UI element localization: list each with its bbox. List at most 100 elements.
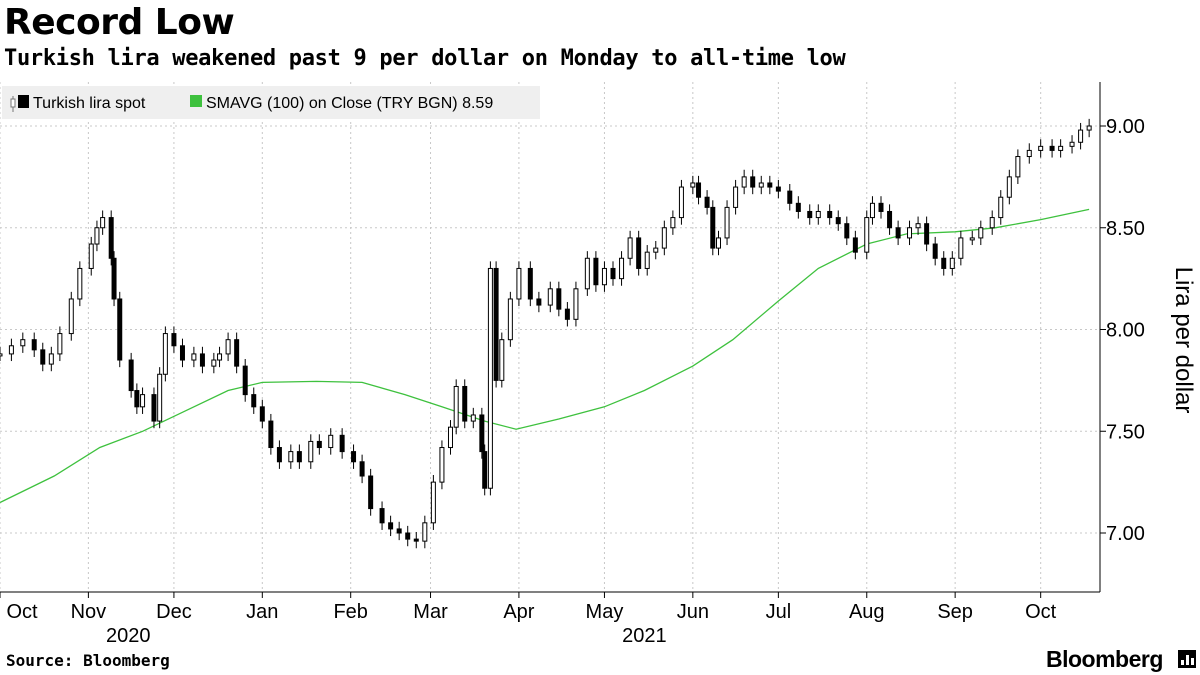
candle-body (516, 267, 522, 300)
spot-series (0, 118, 1092, 549)
candle-body (328, 434, 334, 449)
candle (807, 204, 813, 225)
candle-body (507, 298, 513, 341)
candle-body (678, 186, 684, 219)
candle-body (20, 339, 26, 347)
legend-candle-marker (10, 95, 29, 112)
candle-body (422, 522, 428, 542)
candle (422, 515, 428, 549)
candle-body (316, 440, 322, 449)
candle-body (758, 182, 764, 188)
candle-body (217, 353, 223, 361)
candle-body (48, 353, 54, 365)
candle (978, 220, 984, 246)
candle (1069, 135, 1075, 154)
x-tick-label: Apr (503, 601, 534, 623)
candle-body (556, 288, 562, 310)
candle-body (171, 333, 177, 347)
candle (710, 200, 716, 256)
candle (715, 230, 721, 256)
candle (1026, 143, 1032, 164)
candle-body (479, 414, 485, 453)
candle (593, 251, 599, 292)
candle (77, 261, 83, 307)
candle (179, 338, 185, 368)
candle (670, 210, 676, 235)
candle (724, 200, 730, 246)
candle-body (94, 227, 100, 245)
candle-body (690, 182, 696, 188)
candle-body (1038, 145, 1044, 151)
candle-body (864, 217, 870, 253)
year-label: 2020 (106, 625, 151, 647)
candle-body (482, 451, 488, 489)
candle-body (815, 210, 821, 219)
candle-body (308, 440, 314, 463)
candle (998, 190, 1004, 225)
candle (907, 220, 913, 246)
candle (627, 230, 633, 266)
candle-body (704, 196, 710, 208)
candle (57, 326, 63, 362)
candle-body (827, 210, 833, 219)
candle-body (368, 475, 374, 510)
candle (217, 346, 223, 368)
candle (487, 261, 493, 496)
candle-body (601, 267, 607, 286)
x-tick-label: Jan (246, 601, 278, 623)
candle (750, 169, 756, 195)
candle-body (259, 406, 265, 422)
candle-body (1058, 145, 1064, 151)
candle-body (807, 210, 813, 219)
candle (969, 230, 975, 246)
candle-body (527, 267, 533, 300)
candle (610, 261, 616, 286)
candle (924, 216, 930, 252)
candle-body (795, 202, 801, 212)
candle-body (68, 298, 74, 335)
candle (696, 175, 702, 205)
candle (573, 281, 579, 327)
candle (516, 261, 522, 307)
candle-body (430, 481, 436, 524)
candle (242, 359, 248, 402)
candle (636, 230, 642, 276)
candle-body (767, 182, 773, 188)
candle (162, 326, 168, 382)
candle (351, 444, 357, 469)
candle (941, 251, 947, 276)
candle-body (998, 196, 1004, 219)
y-tick-label: 9.00 (1106, 116, 1145, 138)
candle-body (57, 333, 63, 355)
candle (733, 179, 739, 215)
candle (795, 196, 801, 219)
legend-label-sma: SMAVG (100) on Close (TRY BGN) 8.59 (206, 95, 493, 112)
x-tick-label: Oct (6, 601, 38, 623)
candle (462, 379, 468, 429)
candle (225, 332, 231, 362)
candle-body (564, 308, 570, 320)
candle-body (895, 227, 901, 239)
candle (171, 326, 177, 353)
candle-body (636, 237, 642, 269)
candle-body (610, 267, 616, 280)
candle-body (242, 365, 248, 396)
candle-body (151, 394, 157, 422)
candle (470, 407, 476, 429)
candle-body (199, 353, 205, 367)
candle-body (775, 186, 781, 192)
candle (108, 210, 114, 266)
candle (895, 220, 901, 246)
candle (134, 383, 140, 414)
candle-body (251, 394, 257, 408)
candle (405, 525, 411, 547)
x-tick-label: Aug (849, 601, 885, 623)
candle-body (462, 385, 468, 422)
candle-body (100, 217, 106, 229)
candle-body (88, 243, 94, 269)
candle (852, 230, 858, 260)
candle-body (750, 176, 756, 188)
candle (259, 399, 265, 429)
candle-body (941, 257, 947, 269)
